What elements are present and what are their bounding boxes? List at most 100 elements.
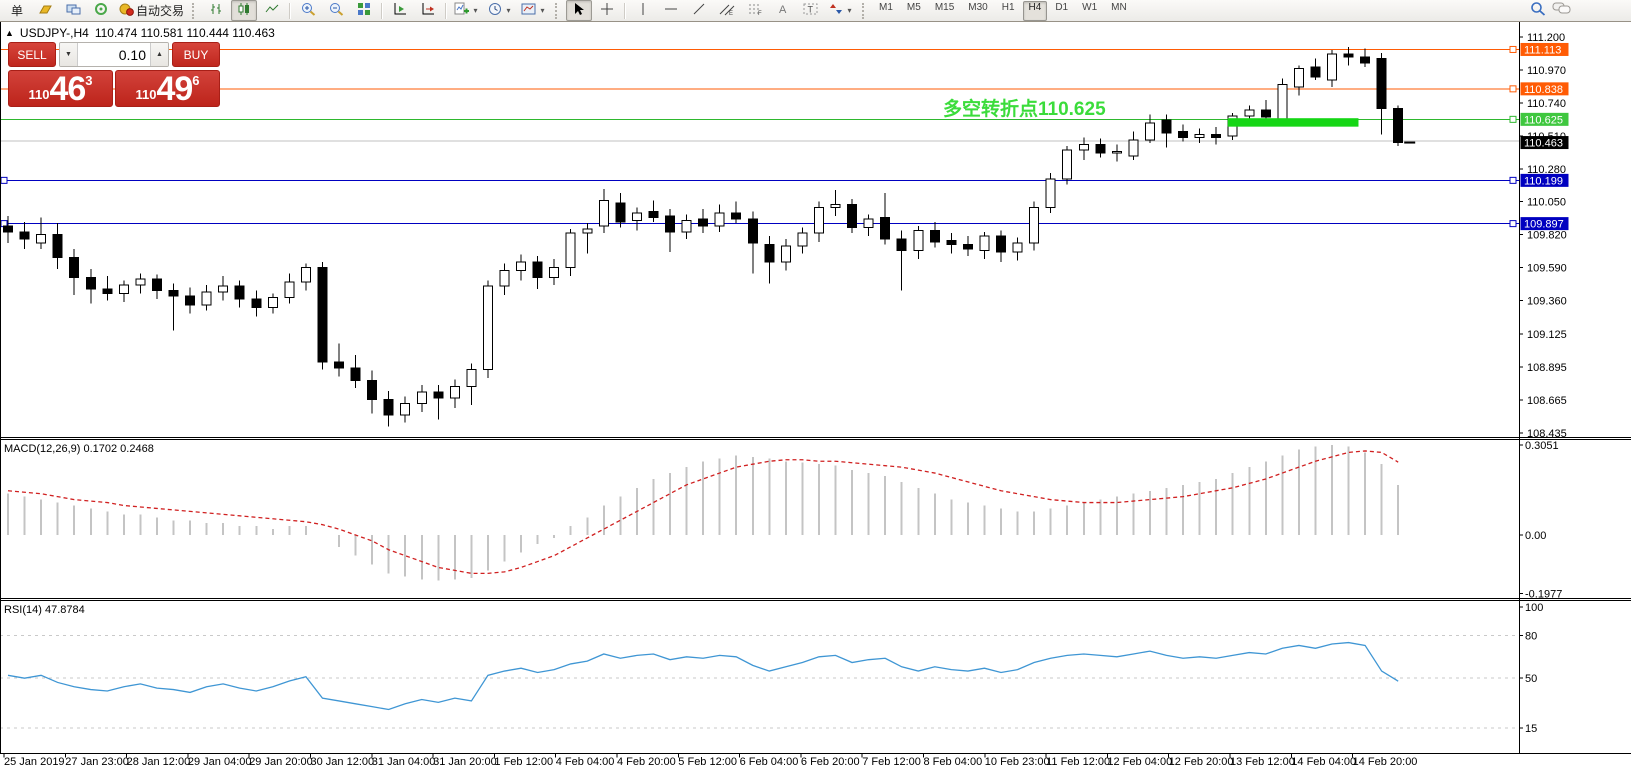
candlestick-type-button[interactable]	[231, 0, 258, 21]
toolbar-grip[interactable]	[192, 2, 198, 19]
macd-pane[interactable]	[7, 444, 1523, 594]
rsi-pane[interactable]	[0, 606, 1523, 729]
toolbar-grip[interactable]	[862, 2, 868, 19]
time-axis-label: 28 Jan 12:00	[127, 756, 191, 768]
signal-button[interactable]	[88, 0, 114, 21]
time-axis[interactable]	[3, 753, 1354, 758]
time-axis-label: 4 Feb 04:00	[556, 756, 615, 768]
tile-windows-button[interactable]	[351, 0, 377, 21]
gold-chart-button[interactable]	[32, 0, 58, 21]
channel-icon: E	[719, 2, 735, 19]
rsi-indicator-label: RSI(14) 47.8784	[4, 604, 85, 616]
timeframe-m1-button[interactable]: M1	[879, 1, 893, 13]
timeframe-mn-button[interactable]: MN	[1111, 1, 1127, 13]
svg-text:50: 50	[1525, 673, 1537, 685]
chart-shift-button[interactable]	[415, 0, 441, 21]
arrows-icon	[829, 2, 843, 19]
zoom-in-button[interactable]	[295, 0, 321, 21]
fibonacci-tool-button[interactable]: F	[742, 0, 768, 21]
buy-price-pip: 6	[192, 73, 200, 88]
tile-windows-icon	[357, 2, 371, 19]
time-axis-label: 7 Feb 12:00	[862, 756, 921, 768]
terminal-button[interactable]	[60, 0, 86, 21]
time-axis-label: 31 Jan 04:00	[372, 756, 436, 768]
macd-indicator-label: MACD(12,26,9) 0.1702 0.2468	[4, 443, 154, 455]
lot-decrease-button[interactable]: ▼	[60, 43, 77, 66]
new-order-button[interactable]: 单	[4, 0, 30, 21]
price-axis[interactable]	[1519, 36, 1569, 434]
crosshair-icon	[600, 2, 614, 19]
arrows-tool-button[interactable]: ▾	[826, 0, 857, 21]
green-ring-icon	[94, 2, 108, 19]
templates-caret[interactable]: ▾	[540, 6, 545, 15]
svg-text:15: 15	[1525, 723, 1537, 735]
timeframe-h1-button[interactable]: H1	[1001, 1, 1015, 13]
trendline-tool-button[interactable]	[686, 0, 712, 21]
indicators-caret[interactable]: ▾	[473, 6, 478, 15]
price-tick-label: 111.200	[1527, 32, 1565, 44]
svg-text:-0.1977: -0.1977	[1525, 588, 1562, 600]
svg-text:110.199: 110.199	[1524, 175, 1563, 187]
sell-price-main: 46	[49, 70, 86, 107]
price-badge	[1520, 217, 1569, 231]
search-icon[interactable]	[1530, 1, 1546, 21]
zoom-out-icon	[329, 2, 344, 19]
time-axis-label: 12 Feb 20:00	[1169, 756, 1234, 768]
periods-caret[interactable]: ▾	[506, 6, 511, 15]
timeframe-d1-button[interactable]: D1	[1055, 1, 1069, 13]
support-zone-rect[interactable]	[1227, 118, 1359, 127]
timeframe-m15-button[interactable]: M15	[934, 1, 955, 13]
buy-price-display[interactable]: 110 49 6	[115, 70, 220, 107]
autoscroll-icon	[393, 2, 408, 19]
periods-button[interactable]: ▾	[485, 0, 516, 21]
svg-text:A: A	[779, 4, 787, 16]
timeframe-w1-button[interactable]: W1	[1082, 1, 1098, 13]
timeframe-m5-button[interactable]: M5	[906, 1, 921, 13]
lot-increase-button[interactable]: ▲	[151, 43, 168, 66]
arrows-caret[interactable]: ▾	[847, 6, 852, 15]
channel-tool-button[interactable]: E	[714, 0, 740, 21]
timeframe-m30-button[interactable]: M30	[968, 1, 988, 13]
vline-tool-button[interactable]	[630, 0, 656, 21]
autoscroll-button[interactable]	[387, 0, 413, 21]
main-price-pane[interactable]: 多空转折点110.625	[0, 45, 1519, 427]
line-chart-type-button[interactable]	[259, 0, 285, 21]
price-tick-label: 108.895	[1527, 362, 1567, 374]
time-axis-label: 29 Jan 20:00	[249, 756, 313, 768]
time-axis-label: 12 Feb 04:00	[1107, 756, 1172, 768]
new-order-label: 单	[10, 4, 23, 18]
add-indicator-icon	[454, 2, 470, 19]
bar-chart-type-button[interactable]	[203, 0, 229, 21]
collapse-panel-icon[interactable]: ▲	[5, 28, 14, 38]
price-tick-label: 110.510	[1527, 131, 1566, 143]
price-tick-label: 108.435	[1527, 428, 1567, 440]
price-tick-label: 109.820	[1527, 230, 1567, 242]
buy-price-main: 49	[156, 70, 193, 107]
toolbar-separator	[624, 2, 627, 19]
templates-button[interactable]: ▾	[518, 0, 550, 21]
trendline-icon	[692, 2, 706, 19]
crosshair-button[interactable]	[594, 0, 620, 21]
time-axis-label: 11 Feb 12:00	[1046, 756, 1110, 768]
chart-canvas[interactable]: 多空转折点110.625 111.200 110.970 110.740 110.510…	[0, 22, 1631, 772]
turning-point-annotation[interactable]: 多空转折点110.625	[943, 97, 1106, 120]
chat-icon[interactable]	[1552, 1, 1571, 20]
zoom-out-button[interactable]	[323, 0, 349, 21]
text-tool-button[interactable]: A	[770, 0, 796, 21]
toolbar-separator	[381, 2, 384, 19]
hline-tool-button[interactable]	[658, 0, 684, 21]
indicators-button[interactable]: ▾	[451, 0, 483, 21]
lot-size-field[interactable]: 0.10	[77, 43, 151, 66]
cursor-button[interactable]	[566, 0, 593, 21]
timeframe-h4-button[interactable]: H4	[1022, 0, 1048, 21]
label-tool-button[interactable]: T	[798, 0, 824, 21]
svg-text:100: 100	[1525, 602, 1543, 614]
sell-button[interactable]: SELL	[8, 42, 56, 67]
chart-ohlc-values: 110.474 110.581 110.444 110.463	[94, 26, 275, 40]
autotrade-button[interactable]: 自动交易	[116, 0, 187, 21]
sell-price-display[interactable]: 110 46 3	[8, 70, 113, 107]
time-axis-label: 25 Jan 2019	[4, 756, 65, 768]
buy-button[interactable]: BUY	[172, 42, 220, 67]
monitors-icon	[66, 3, 81, 19]
toolbar-grip[interactable]	[555, 2, 561, 19]
